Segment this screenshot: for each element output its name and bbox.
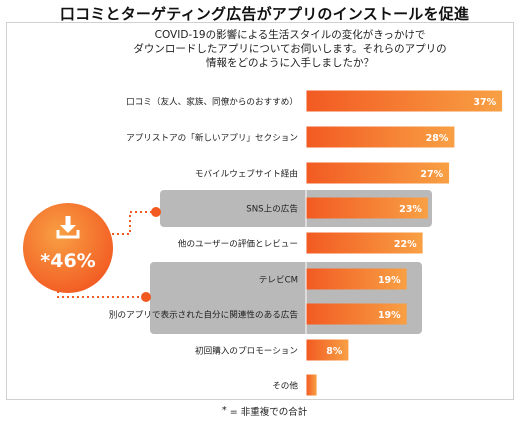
dotted-connector xyxy=(57,291,146,298)
value-label: 8% xyxy=(326,346,343,357)
category-label: SNS上の広告 xyxy=(246,203,298,215)
callout-value: *46% xyxy=(40,250,95,272)
value-label: 19% xyxy=(378,275,401,286)
bar xyxy=(306,90,503,112)
page-title: 口コミとターゲティング広告がアプリのインストールを促進 xyxy=(59,5,470,23)
value-label: 37% xyxy=(473,97,496,108)
connector-dot xyxy=(151,207,161,217)
question-line: COVID-19の影響による生活スタイルの変化がきっかけで xyxy=(154,29,426,41)
category-label: 別のアプリで表示された自分に関連性のある広告 xyxy=(109,309,298,321)
bar xyxy=(306,162,450,184)
category-label: 初回購入のプロモーション xyxy=(195,345,298,357)
bar xyxy=(306,339,349,361)
download-icon xyxy=(56,216,80,239)
category-label: その他 xyxy=(272,380,298,392)
bar xyxy=(306,197,428,219)
value-label: 19% xyxy=(378,310,401,321)
question-line: 情報をどのように入手しましたか？ xyxy=(206,57,374,69)
footnote-marker: * xyxy=(221,405,227,416)
category-label: モバイルウェブサイト経由 xyxy=(195,168,298,180)
bar xyxy=(306,303,407,325)
question-line: ダウンロードしたアプリについてお伺いします。それらのアプリの xyxy=(133,43,447,55)
callout-circle xyxy=(23,203,113,293)
value-label: 27% xyxy=(420,169,443,180)
bar xyxy=(306,374,317,396)
bar xyxy=(306,268,407,290)
dotted-connector xyxy=(107,211,156,235)
survey-question: COVID-19の影響による生活スタイルの変化がきっかけで ダウンロードしたアプ… xyxy=(90,28,490,70)
connector-dot xyxy=(141,292,151,302)
category-label: テレビCM xyxy=(259,275,298,286)
value-label: 28% xyxy=(426,133,449,144)
category-label: 口コミ（友人、家族、同僚からのおすすめ） xyxy=(126,96,298,108)
footnote: * = 非重複での合計 xyxy=(0,404,529,418)
value-label: 22% xyxy=(394,239,417,250)
bar xyxy=(306,232,423,254)
bar xyxy=(306,126,455,148)
value-label: 23% xyxy=(399,204,422,215)
category-label: 他のユーザーの評価とレビュー xyxy=(178,238,298,250)
category-label: アプリストアの「新しいアプリ」セクション xyxy=(126,132,298,144)
footnote-text: = 非重複での合計 xyxy=(229,407,308,418)
